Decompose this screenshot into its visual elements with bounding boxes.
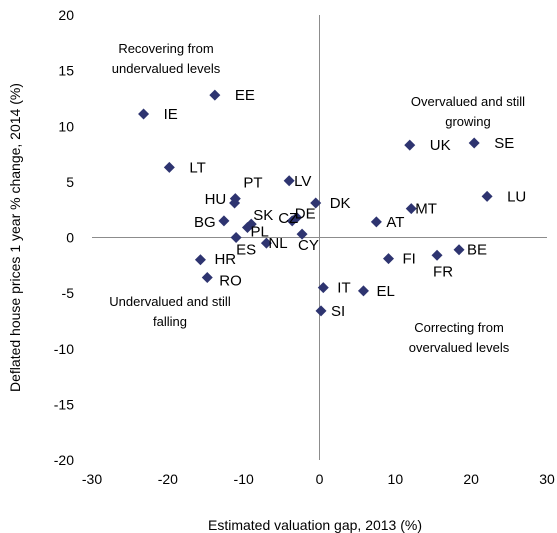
point-label-be: BE bbox=[467, 242, 487, 259]
data-point-be bbox=[453, 244, 465, 256]
data-point-nl bbox=[260, 237, 272, 249]
point-label-mt: MT bbox=[415, 201, 437, 218]
quadrant-annotation-line: Correcting from bbox=[414, 320, 504, 335]
data-point-lv bbox=[283, 175, 295, 187]
x-tick-label: -30 bbox=[82, 471, 102, 487]
point-label-sk: SK bbox=[253, 207, 273, 224]
y-tick-label: 15 bbox=[58, 63, 74, 79]
point-label-it: IT bbox=[337, 280, 350, 297]
quadrant-annotation: Undervalued and still falling bbox=[109, 294, 231, 329]
point-label-at: AT bbox=[386, 214, 404, 231]
data-point-fi bbox=[383, 253, 395, 265]
point-label-bg: BG bbox=[194, 214, 216, 231]
point-label-fi: FI bbox=[403, 251, 416, 268]
x-tick-label: 10 bbox=[388, 471, 404, 487]
point-label-lt: LT bbox=[189, 159, 205, 176]
point-label-hu: HU bbox=[205, 191, 227, 208]
point-label-lu: LU bbox=[507, 188, 526, 205]
quadrant-annotation-line: Recovering from bbox=[118, 41, 213, 56]
y-tick-label: 20 bbox=[58, 7, 74, 23]
data-point-lu bbox=[481, 190, 493, 202]
point-label-ie: IE bbox=[164, 106, 178, 123]
data-point-ie bbox=[138, 108, 150, 120]
data-point-de bbox=[291, 211, 303, 223]
y-tick-label: 5 bbox=[66, 174, 74, 190]
data-point-ro bbox=[201, 272, 213, 284]
data-point-uk bbox=[404, 139, 416, 151]
quadrant-annotation-line: Overvalued and still bbox=[411, 94, 525, 109]
point-label-ee: EE bbox=[235, 87, 255, 104]
data-point-cy bbox=[296, 228, 308, 240]
point-label-ro: RO bbox=[219, 273, 242, 290]
point-label-de: DE bbox=[295, 205, 316, 222]
quadrant-annotation: Correcting from overvalued levels bbox=[409, 320, 510, 355]
x-tick-label: -10 bbox=[234, 471, 254, 487]
data-point-hu bbox=[229, 197, 241, 209]
x-axis-title: Estimated valuation gap, 2013 (%) bbox=[208, 517, 422, 533]
point-label-cy: CY bbox=[298, 237, 319, 254]
y-tick-label: 10 bbox=[58, 118, 74, 134]
data-point-pl bbox=[241, 221, 253, 233]
x-tick-label: 30 bbox=[539, 471, 555, 487]
point-label-fr: FR bbox=[433, 263, 453, 280]
point-label-dk: DK bbox=[330, 195, 351, 212]
point-label-el: EL bbox=[376, 283, 394, 300]
axis-titles: Estimated valuation gap, 2013 (%) Deflat… bbox=[7, 83, 422, 533]
data-point-fr bbox=[431, 249, 443, 261]
point-label-se: SE bbox=[494, 135, 514, 152]
y-tick-label: -20 bbox=[54, 452, 74, 468]
data-point-se bbox=[468, 137, 480, 149]
y-tick-label: -10 bbox=[54, 341, 74, 357]
x-tick-label: 0 bbox=[316, 471, 324, 487]
data-point-hr bbox=[194, 254, 206, 266]
data-point-at bbox=[370, 216, 382, 228]
quadrant-annotations: Recovering from undervalued levels Overval… bbox=[109, 41, 525, 355]
y-tick-label: -5 bbox=[62, 285, 75, 301]
y-axis-title: Deflated house prices 1 year % change, 2… bbox=[7, 83, 23, 392]
x-tick-label: 20 bbox=[463, 471, 479, 487]
quadrant-annotation: Overvalued and still growing bbox=[411, 94, 525, 129]
data-point-ee bbox=[209, 89, 221, 101]
point-label-lv: LV bbox=[294, 173, 311, 190]
data-points bbox=[138, 89, 493, 317]
quadrant-annotation: Recovering from undervalued levels bbox=[112, 41, 221, 76]
data-point-el bbox=[357, 285, 369, 297]
y-tick-label: -15 bbox=[54, 396, 74, 412]
y-tick-label: 0 bbox=[66, 230, 74, 246]
quadrant-annotation-line: growing bbox=[445, 114, 491, 129]
data-point-si bbox=[315, 305, 327, 317]
tick-labels: -30 -20 -10 0 10 20 30 20 15 10 5 0 -5 -10 -15 -20 bbox=[54, 7, 555, 487]
point-label-cz: CZ bbox=[278, 210, 298, 227]
point-label-si: SI bbox=[331, 303, 345, 320]
data-point-bg bbox=[218, 215, 230, 227]
x-tick-label: -20 bbox=[158, 471, 178, 487]
data-point-lt bbox=[163, 161, 175, 173]
quadrant-annotation-line: overvalued levels bbox=[409, 340, 510, 355]
point-label-uk: UK bbox=[430, 137, 451, 154]
data-point-it bbox=[317, 282, 329, 294]
point-label-hr: HR bbox=[214, 251, 236, 268]
quadrant-annotation-line: falling bbox=[153, 314, 187, 329]
data-point-dk bbox=[310, 197, 322, 209]
axes bbox=[92, 15, 547, 460]
quadrant-annotation-line: undervalued levels bbox=[112, 61, 221, 76]
quadrant-annotation-line: Undervalued and still bbox=[109, 294, 231, 309]
data-point-mt bbox=[405, 203, 417, 215]
point-label-pt: PT bbox=[243, 175, 262, 192]
data-point-es bbox=[230, 232, 242, 243]
point-label-nl: NL bbox=[268, 235, 287, 252]
point-label-es: ES bbox=[236, 242, 256, 259]
point-label-pl: PL bbox=[250, 223, 268, 240]
